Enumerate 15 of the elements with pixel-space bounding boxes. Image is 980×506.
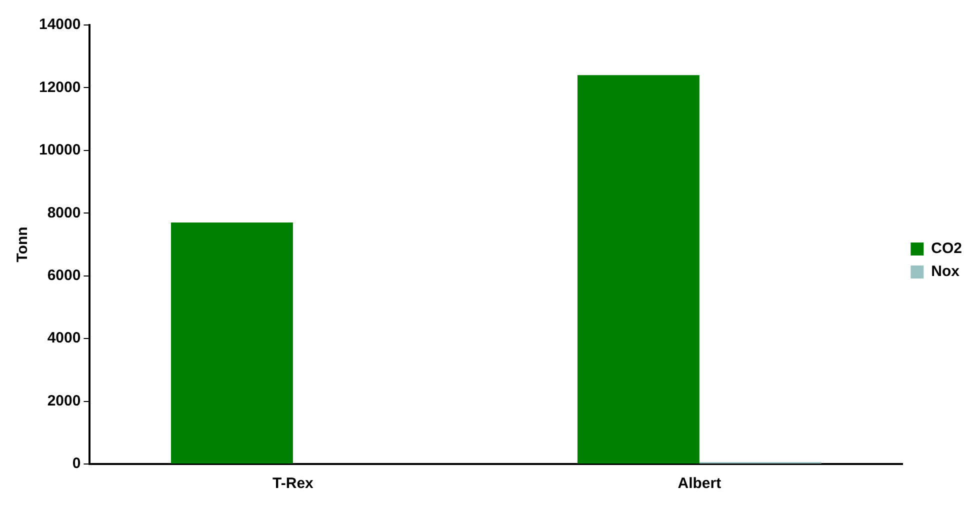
bar [171, 222, 293, 464]
legend-label: CO2 [931, 240, 962, 258]
y-tick-label: 2000 [47, 392, 81, 410]
y-tick-label: 6000 [47, 267, 81, 284]
x-tick-label: Albert [678, 475, 722, 492]
y-tick-label: 8000 [47, 204, 81, 222]
y-axis-title: Tonn [14, 226, 32, 262]
y-tick-label: 0 [72, 455, 81, 472]
y-tick-label: 10000 [38, 142, 81, 159]
y-tick-label: 12000 [38, 78, 81, 96]
bar [577, 75, 700, 464]
y-tick-label: 14000 [38, 16, 81, 34]
x-tick-label: T-Rex [272, 475, 314, 492]
legend-label: Nox [931, 263, 960, 280]
y-tick-label: 4000 [47, 330, 81, 347]
